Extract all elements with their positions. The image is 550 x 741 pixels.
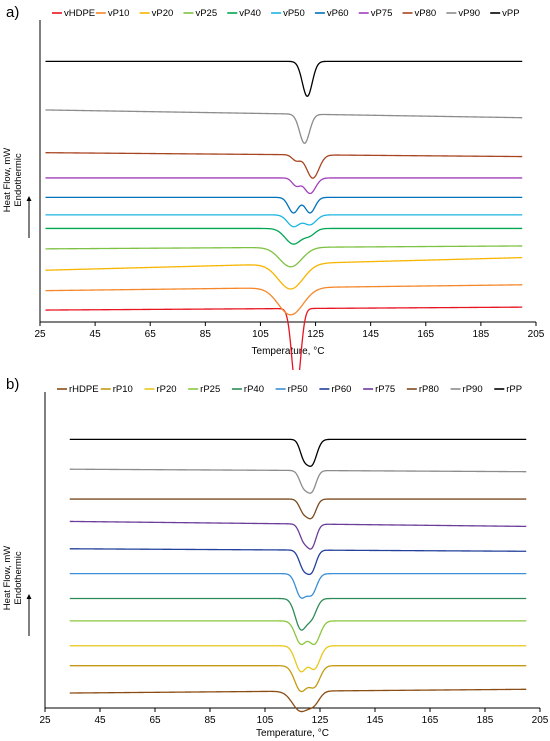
x-tick-label: 65 [145, 329, 157, 340]
panel-label-b: b) [6, 376, 20, 393]
series-line-rP40 [69, 597, 527, 631]
x-axis-label: Temperature, °C [256, 728, 329, 739]
legend-entry: vP90 [458, 8, 480, 19]
legend-entry: rP20 [156, 384, 176, 395]
legend-entry: rP25 [200, 384, 220, 395]
legend-entry: vP40 [239, 8, 261, 19]
dsc-chart-b: 25 45 65 85 105 125 145 165 185 205 Temperature, °… [2, 384, 549, 739]
dsc-chart-a: 25 45 65 85 105 125 145 165 185 205 Temperature, °… [2, 8, 545, 370]
series-line-vPP [45, 60, 523, 98]
y-axis-label-group: Heat Flow, mW Endothermic [2, 546, 32, 636]
series-line-rP10 [69, 665, 527, 693]
y-axis-label-group: Heat Flow, mW Endothermic [2, 148, 32, 238]
series-line-rPP [69, 438, 527, 467]
legend-entry: rHDPE [69, 384, 99, 395]
endothermic-arrowhead [26, 594, 32, 599]
legend-entry: vP80 [415, 8, 437, 19]
series-line-vP90 [45, 109, 523, 145]
series-line-rHDPE [69, 688, 527, 713]
y-axis-label: Heat Flow, mW [2, 546, 13, 610]
legend-entry: rP60 [331, 384, 351, 395]
endothermic-arrowhead [26, 196, 32, 201]
series-line-vP50 [45, 214, 523, 228]
x-tick-label: 145 [362, 329, 379, 340]
y-axis-sublabel: Endothermic [13, 551, 24, 605]
legend-entry: vPP [502, 8, 519, 19]
x-tick-label: 165 [417, 329, 434, 340]
series-line-vP60 [45, 196, 523, 214]
legend-entry: vP25 [195, 8, 217, 19]
x-tick-label: 125 [307, 329, 324, 340]
x-axis-label: Temperature, °C [252, 346, 325, 357]
series-line-vP10 [45, 284, 523, 316]
legend-entry: rP75 [375, 384, 395, 395]
legend-entry: rP40 [244, 384, 264, 395]
x-tick-label: 45 [90, 329, 102, 340]
x-tick-label: 25 [39, 715, 51, 726]
series-line-vP80 [45, 152, 523, 179]
x-tick-label: 105 [252, 329, 269, 340]
series-line-rP25 [69, 620, 527, 646]
series-line-rP90 [69, 468, 527, 494]
series-line-rP20 [69, 645, 527, 673]
chart-panel-b: b) 25 45 65 85 105 125 145 165 185 205 Temperature… [0, 370, 550, 741]
y-axis-label: Heat Flow, mW [2, 148, 13, 212]
x-tick-label: 205 [532, 715, 549, 726]
series-line-vP20 [45, 256, 523, 290]
x-tick-label: 205 [528, 329, 545, 340]
x-tick-label: 25 [34, 329, 46, 340]
x-tick-label: 145 [367, 715, 384, 726]
legend-entry: rP80 [419, 384, 439, 395]
legend-entry: vP50 [283, 8, 305, 19]
x-tick-label: 185 [473, 329, 490, 340]
x-tick-label: 65 [149, 715, 161, 726]
legend-entry: vP20 [152, 8, 174, 19]
y-axis-sublabel: Endothermic [13, 153, 24, 207]
legend-entry: rPP [506, 384, 522, 395]
series-line-rP50 [69, 573, 527, 599]
series-line-rP60 [69, 548, 527, 576]
x-tick-label: 165 [422, 715, 439, 726]
series-line-vP25 [45, 245, 523, 268]
legend-entry: vP75 [371, 8, 393, 19]
legend-entry: rP10 [113, 384, 133, 395]
x-tick-label: 125 [312, 715, 329, 726]
legend-entry: vHDPE [64, 8, 95, 19]
series-line-rP75 [69, 520, 527, 550]
series-line-rP80 [69, 498, 527, 520]
x-tick-label: 85 [200, 329, 212, 340]
series-line-vHDPE [45, 306, 523, 370]
legend-entry: rP50 [288, 384, 308, 395]
series-line-vP40 [45, 227, 523, 245]
x-tick-label: 105 [257, 715, 274, 726]
legend-entry: vP10 [108, 8, 130, 19]
x-tick-label: 45 [94, 715, 106, 726]
panel-label-a: a) [6, 4, 20, 21]
series-line-vP75 [45, 177, 523, 195]
legend-entry: rP90 [463, 384, 483, 395]
x-tick-label: 85 [204, 715, 216, 726]
legend-entry: vP60 [327, 8, 349, 19]
chart-panel-a: a) 25 45 65 85 105 125 145 165 185 205 Temperature… [0, 0, 550, 370]
x-tick-label: 185 [477, 715, 494, 726]
